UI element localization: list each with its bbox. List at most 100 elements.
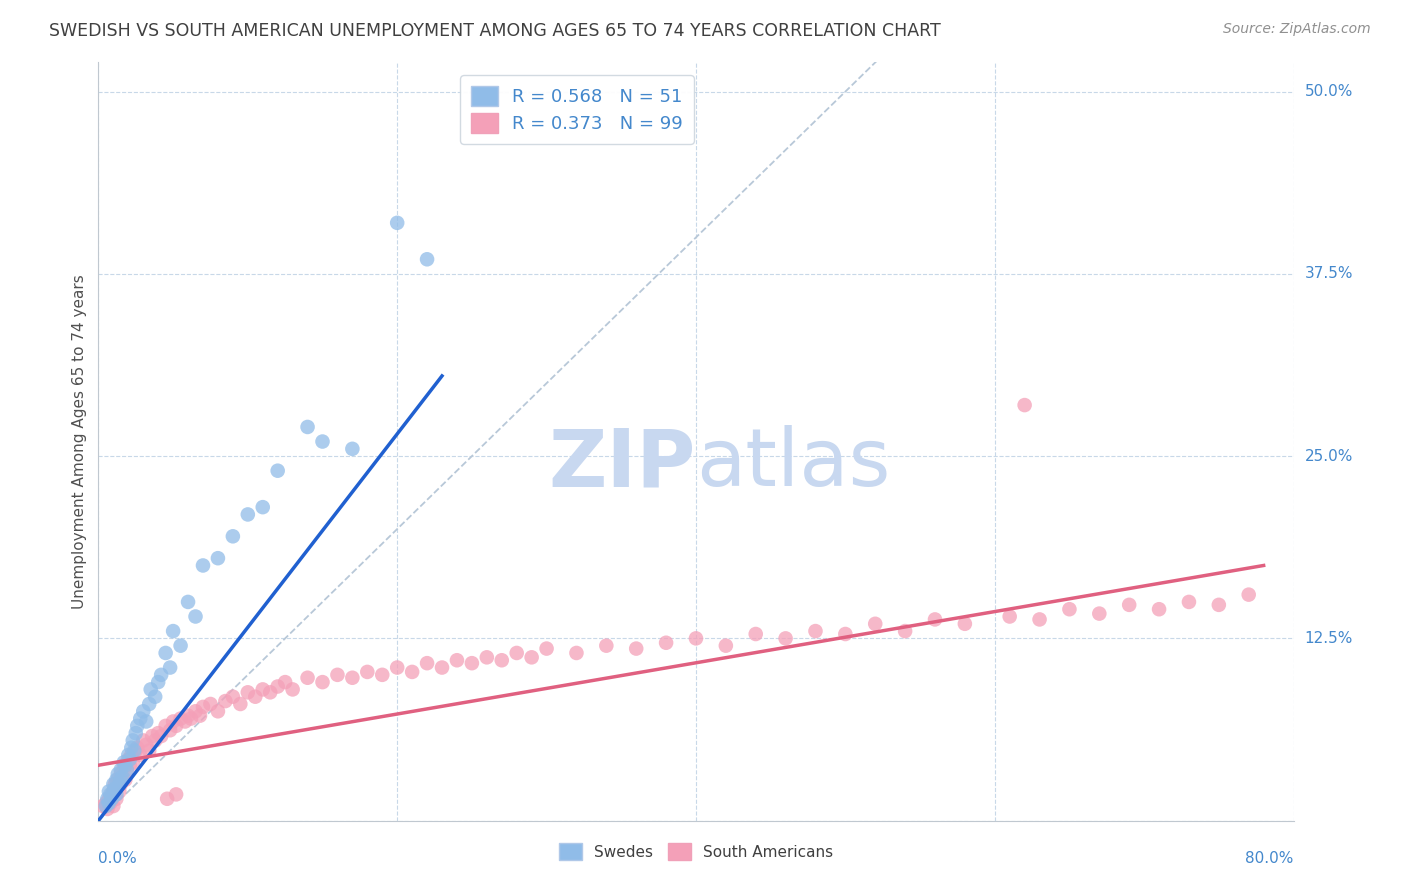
Point <box>595 639 617 653</box>
Point <box>132 733 155 747</box>
Point <box>475 650 498 665</box>
Point <box>342 671 364 685</box>
Point <box>169 639 191 653</box>
Point <box>155 646 177 660</box>
Point <box>117 747 139 762</box>
Point <box>162 624 184 639</box>
Point <box>536 641 558 656</box>
Point <box>430 660 453 674</box>
Text: 80.0%: 80.0% <box>1246 851 1294 866</box>
Point <box>114 758 136 772</box>
Point <box>274 675 297 690</box>
Point <box>184 704 207 718</box>
Point <box>1147 602 1170 616</box>
Point <box>184 609 207 624</box>
Point <box>105 791 128 805</box>
Point <box>150 668 173 682</box>
Point <box>148 675 170 690</box>
Text: atlas: atlas <box>696 425 890 503</box>
Point <box>94 799 117 814</box>
Point <box>565 646 588 660</box>
Point <box>1237 588 1260 602</box>
Point <box>129 747 152 762</box>
Point <box>110 767 132 781</box>
Point <box>924 612 946 626</box>
Point <box>104 781 127 796</box>
Point <box>169 712 191 726</box>
Point <box>281 682 304 697</box>
Point <box>124 744 146 758</box>
Point <box>236 508 259 522</box>
Point <box>143 690 166 704</box>
Point <box>114 772 136 787</box>
Point <box>155 719 177 733</box>
Point <box>159 660 181 674</box>
Point <box>98 788 122 802</box>
Point <box>416 656 439 670</box>
Point <box>267 680 290 694</box>
Point <box>121 733 143 747</box>
Point <box>865 616 887 631</box>
Point <box>112 756 135 770</box>
Text: 25.0%: 25.0% <box>1305 449 1353 464</box>
Point <box>165 788 187 802</box>
Point <box>138 744 160 758</box>
Point <box>520 650 543 665</box>
Legend: Swedes, South Americans: Swedes, South Americans <box>553 838 839 866</box>
Point <box>165 719 187 733</box>
Point <box>97 791 120 805</box>
Point <box>94 796 117 810</box>
Point <box>108 777 131 791</box>
Text: 0.0%: 0.0% <box>98 851 138 866</box>
Point <box>103 799 125 814</box>
Point <box>236 685 259 699</box>
Point <box>118 758 141 772</box>
Point <box>138 697 160 711</box>
Point <box>998 609 1021 624</box>
Point <box>111 770 134 784</box>
Point <box>655 636 678 650</box>
Text: ZIP: ZIP <box>548 425 696 503</box>
Point <box>110 772 132 787</box>
Point <box>150 729 173 743</box>
Point <box>120 740 142 755</box>
Point <box>139 682 162 697</box>
Point <box>97 784 120 798</box>
Point <box>125 744 148 758</box>
Point <box>107 767 129 781</box>
Point <box>118 752 141 766</box>
Point <box>461 656 484 670</box>
Point <box>1178 595 1201 609</box>
Point <box>111 770 134 784</box>
Point <box>107 772 129 787</box>
Point <box>200 697 222 711</box>
Point <box>98 796 122 810</box>
Text: SWEDISH VS SOUTH AMERICAN UNEMPLOYMENT AMONG AGES 65 TO 74 YEARS CORRELATION CHA: SWEDISH VS SOUTH AMERICAN UNEMPLOYMENT A… <box>49 22 941 40</box>
Point <box>229 697 252 711</box>
Point <box>326 668 349 682</box>
Point <box>103 777 125 791</box>
Point <box>297 671 319 685</box>
Point <box>297 420 319 434</box>
Point <box>401 665 423 679</box>
Point <box>745 627 768 641</box>
Point <box>97 796 120 810</box>
Point <box>115 763 138 777</box>
Point <box>96 791 118 805</box>
Point <box>127 740 149 755</box>
Point <box>110 763 132 777</box>
Point <box>96 802 118 816</box>
Point <box>129 712 152 726</box>
Point <box>135 738 157 752</box>
Point <box>191 699 214 714</box>
Point <box>252 682 274 697</box>
Point <box>1118 598 1140 612</box>
Point <box>104 777 127 791</box>
Point <box>91 799 114 814</box>
Point <box>775 632 797 646</box>
Point <box>132 704 155 718</box>
Text: 37.5%: 37.5% <box>1305 267 1353 281</box>
Point <box>1014 398 1036 412</box>
Point <box>105 772 128 787</box>
Point <box>804 624 827 639</box>
